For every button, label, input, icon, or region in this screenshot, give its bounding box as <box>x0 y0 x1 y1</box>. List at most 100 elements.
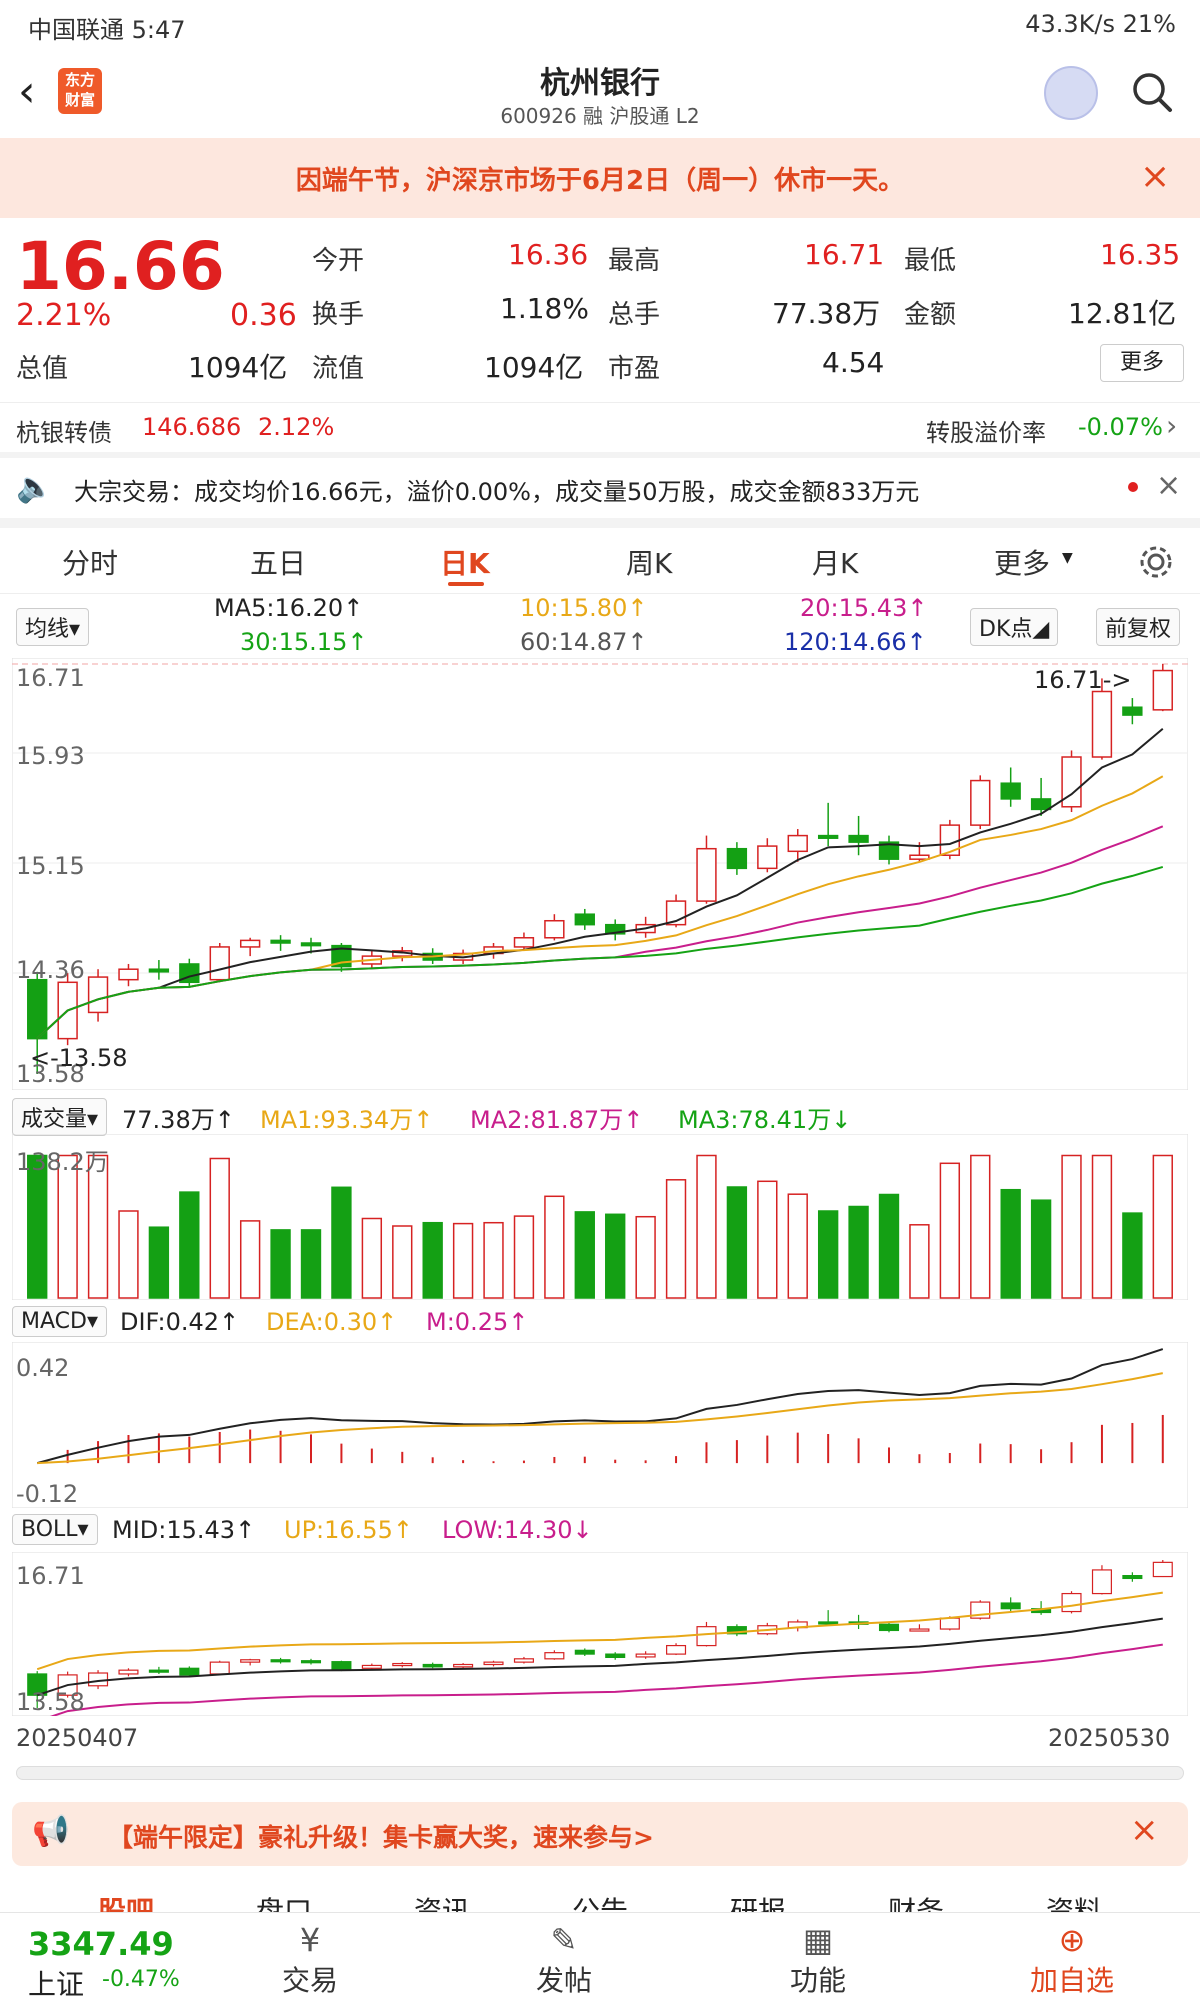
nav-functions[interactable]: ▦ 功能 <box>758 1921 878 1999</box>
tab-more[interactable]: 更多 <box>994 547 1051 580</box>
nav-add-watchlist[interactable]: ⊕ 加自选 <box>1012 1921 1132 1999</box>
cb-premium: -0.07% <box>1078 413 1163 441</box>
tab-weekly-k[interactable]: 周K <box>626 547 673 580</box>
status-carrier-time: 中国联通 5:47 <box>28 16 186 44</box>
ma-line <box>36 1591 1163 1671</box>
boll-candle <box>392 1662 413 1667</box>
grid-icon: ▦ <box>802 1921 834 1959</box>
boll-candle <box>453 1663 474 1668</box>
y-tick-3: 15.15 <box>16 852 85 880</box>
candle <box>757 845 778 870</box>
volume-bar <box>878 1193 900 1299</box>
y-tick-4: 14.36 <box>16 956 85 984</box>
volume-bar <box>970 1154 991 1299</box>
status-right: 43.3K/s 21% <box>1025 10 1176 38</box>
stock-code[interactable]: 600926 融 沪股通 L2 <box>500 104 700 128</box>
ma-line <box>36 825 1164 1040</box>
boll-candle <box>300 1660 322 1664</box>
index-name[interactable]: 上证 <box>28 1968 85 2000</box>
current-price: 16.66 <box>16 228 225 305</box>
ma-line <box>36 865 1164 1040</box>
assistant-avatar-icon[interactable] <box>1044 66 1098 120</box>
volume-ma3: MA3:78.41万↓ <box>678 1106 852 1134</box>
boll-candle <box>179 1667 200 1676</box>
volume-max-label: 138.2万 <box>16 1148 109 1176</box>
turnover-label: 换手 <box>312 300 365 330</box>
mcap-value: 1094亿 <box>188 351 288 384</box>
change-percent: 2.21% <box>16 298 112 333</box>
volume-selector[interactable]: 成交量▾ <box>12 1098 108 1136</box>
content-tabs: 股吧 盘口 资讯 公告 研报 财务 资料 <box>0 1876 1200 1912</box>
candle <box>817 834 839 839</box>
tab-daily-k[interactable]: 日K <box>440 547 490 580</box>
candle <box>696 847 717 902</box>
tab-forum[interactable]: 股吧 <box>98 1895 155 1912</box>
volume-bar <box>696 1154 717 1299</box>
tab-profile[interactable]: 资料 <box>1046 1895 1103 1912</box>
volume-bar <box>544 1195 565 1299</box>
close-icon[interactable]: × <box>1156 468 1182 503</box>
change-amount: 0.36 <box>230 298 297 333</box>
amount-value: 12.81亿 <box>1068 297 1177 330</box>
candle <box>270 939 291 944</box>
boll-candle <box>513 1658 534 1663</box>
boll-candle <box>483 1661 504 1666</box>
tab-research[interactable]: 研报 <box>730 1895 787 1912</box>
volume-bar <box>1061 1154 1082 1299</box>
dk-point-button[interactable]: DK点◢ <box>970 608 1059 646</box>
boll-candle <box>574 1649 595 1655</box>
boll-chart[interactable]: 16.71 13.58 <box>12 1552 1188 1716</box>
nav-post[interactable]: ✎ 发帖 <box>504 1921 624 1999</box>
search-icon[interactable] <box>1130 70 1174 114</box>
boll-candle <box>544 1652 565 1660</box>
tab-news[interactable]: 资讯 <box>414 1895 471 1912</box>
start-date: 20250407 <box>16 1724 139 1752</box>
more-button[interactable]: 更多 <box>1100 344 1184 382</box>
ma10: 10:15.80↑ <box>520 594 648 622</box>
tab-finance[interactable]: 财务 <box>888 1895 945 1912</box>
volume-bar <box>118 1210 139 1299</box>
tab-five-day[interactable]: 五日 <box>250 547 307 580</box>
notice-text: 因端午节，沪深京市场于6月2日（周一）休市一天。 <box>295 166 905 196</box>
candle <box>878 841 900 860</box>
block-trade-banner[interactable]: 🔈 大宗交易：成交均价16.66元，溢价0.00%，成交量50万股，成交金额83… <box>0 458 1200 518</box>
candle <box>848 834 869 843</box>
boll-candle <box>270 1659 291 1663</box>
open-value: 16.36 <box>508 238 589 271</box>
low-marker: <-13.58 <box>30 1044 127 1072</box>
candle <box>300 942 322 947</box>
nav-trade[interactable]: ¥ 交易 <box>250 1921 370 1999</box>
ma-line <box>37 1372 1163 1465</box>
volume-chart[interactable]: 138.2万 <box>12 1134 1188 1300</box>
tab-announcements[interactable]: 公告 <box>572 1895 629 1912</box>
back-icon[interactable]: ‹ <box>18 66 36 117</box>
macd-chart[interactable]: 0.42 -0.12 <box>12 1342 1188 1508</box>
promo-banner[interactable]: 📢 【端午限定】豪礼升级！集卡赢大奖，速来参与> × <box>12 1802 1188 1866</box>
volume-bar <box>817 1210 839 1299</box>
boll-selector[interactable]: BOLL▾ <box>12 1514 98 1545</box>
divider <box>0 518 1200 528</box>
boll-candle <box>240 1659 261 1663</box>
close-icon[interactable]: × <box>1130 1810 1159 1850</box>
volume-bar <box>848 1205 869 1299</box>
kline-chart[interactable]: 16.71 15.93 15.15 14.36 13.58 16.71-> <-… <box>12 658 1188 1090</box>
close-icon[interactable]: × <box>1140 156 1171 197</box>
range-scrollbar[interactable] <box>16 1766 1184 1780</box>
tab-monthly-k[interactable]: 月K <box>812 547 859 580</box>
float-value: 1094亿 <box>484 351 584 384</box>
pe-value: 4.54 <box>822 346 885 379</box>
macd-selector[interactable]: MACD▾ <box>12 1306 107 1337</box>
candles-group <box>27 664 1173 1074</box>
candle <box>513 937 535 948</box>
boll-candle <box>1000 1602 1021 1610</box>
convertible-row[interactable]: 杭银转债 146.686 2.12% 转股溢价率 -0.07% › <box>0 402 1200 452</box>
volume-bar <box>27 1154 48 1299</box>
tab-intraday[interactable]: 分时 <box>62 547 119 580</box>
tab-orderbook[interactable]: 盘口 <box>256 1895 313 1912</box>
index-value[interactable]: 3347.49 <box>28 1925 174 1963</box>
ma-line <box>36 1617 1163 1697</box>
adjust-button[interactable]: 前复权 <box>1096 608 1181 646</box>
candle <box>574 913 595 926</box>
ma-selector[interactable]: 均线▾ <box>16 608 90 646</box>
settings-gear-icon[interactable] <box>1138 544 1174 580</box>
